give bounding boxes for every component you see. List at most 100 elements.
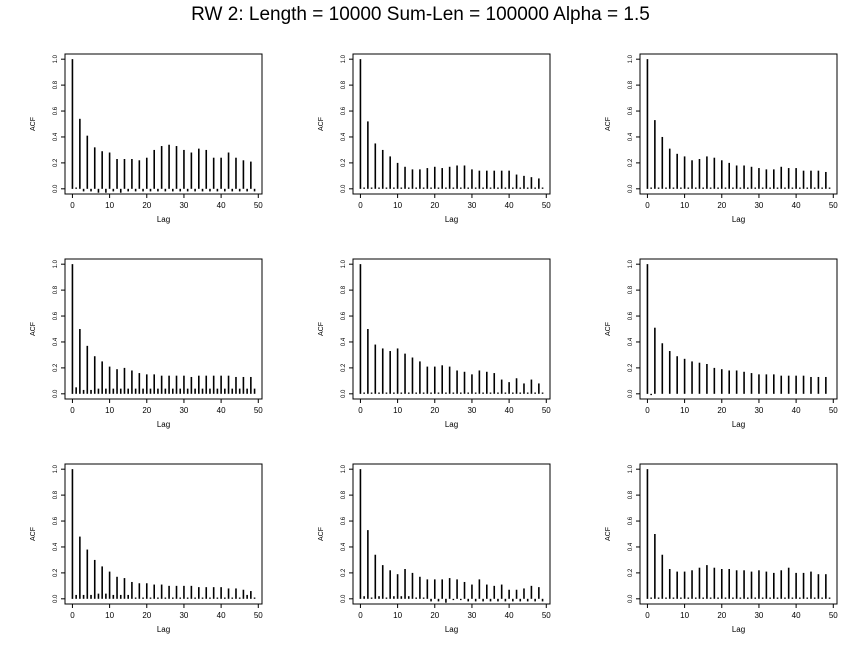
- y-tick-label: 1.0: [341, 464, 347, 473]
- acf-panel: 0 10 20 30 40 50 0.0 0.2 0.4 0.6 0.8 1.0 Lag ACF: [296, 253, 556, 441]
- x-tick-label: 0: [70, 611, 75, 620]
- y-tick-label: 0.4: [53, 337, 59, 346]
- x-tick-label: 30: [467, 611, 476, 620]
- y-axis-label: ACF: [605, 527, 612, 541]
- acf-panel: 0 10 20 30 40 50 0.0 0.2 0.4 0.6 0.8 1.0 Lag ACF: [583, 48, 841, 236]
- y-tick-label: 0.4: [628, 337, 634, 346]
- y-tick-label: 0.0: [341, 389, 347, 398]
- x-tick-label: 20: [142, 406, 151, 415]
- y-tick-label: 0.4: [628, 132, 634, 141]
- x-tick-label: 30: [179, 611, 188, 620]
- y-tick-label: 0.2: [628, 363, 634, 372]
- x-tick-label: 50: [829, 406, 838, 415]
- x-tick-label: 40: [217, 406, 226, 415]
- y-tick-label: 0.8: [53, 285, 59, 294]
- y-tick-label: 0.4: [53, 132, 59, 141]
- acf-panel: 0 10 20 30 40 50 0.0 0.2 0.4 0.6 0.8 1.0 Lag ACF: [296, 48, 556, 236]
- x-tick-label: 30: [467, 201, 476, 210]
- y-tick-label: 0.8: [341, 285, 347, 294]
- x-tick-label: 50: [829, 201, 838, 210]
- x-tick-label: 10: [680, 611, 689, 620]
- y-tick-label: 0.4: [341, 337, 347, 346]
- x-tick-label: 10: [105, 406, 114, 415]
- y-tick-label: 0.6: [628, 311, 634, 320]
- y-tick-label: 0.4: [341, 132, 347, 141]
- y-tick-label: 0.4: [341, 542, 347, 551]
- y-tick-label: 0.0: [53, 389, 59, 398]
- y-axis-label: ACF: [605, 322, 612, 336]
- x-tick-label: 20: [142, 201, 151, 210]
- y-tick-label: 0.0: [53, 184, 59, 193]
- x-tick-label: 30: [467, 406, 476, 415]
- y-tick-label: 0.6: [53, 106, 59, 115]
- x-tick-label: 10: [105, 611, 114, 620]
- x-tick-label: 40: [217, 201, 226, 210]
- y-tick-label: 1.0: [341, 259, 347, 268]
- acf-plot: 0 10 20 30 40 50 0.0 0.2 0.4 0.6 0.8 1.0 Lag ACF: [318, 53, 551, 224]
- x-axis-label: Lag: [445, 215, 458, 224]
- x-tick-label: 10: [680, 406, 689, 415]
- y-axis-label: ACF: [605, 117, 612, 131]
- x-tick-label: 20: [717, 201, 726, 210]
- y-tick-label: 0.2: [341, 568, 347, 577]
- x-tick-label: 20: [142, 611, 151, 620]
- x-tick-label: 50: [542, 201, 551, 210]
- x-tick-label: 30: [179, 406, 188, 415]
- x-axis-label: Lag: [445, 625, 458, 634]
- y-tick-label: 1.0: [53, 259, 59, 268]
- y-tick-label: 0.2: [53, 158, 59, 167]
- y-axis-label: ACF: [318, 322, 325, 336]
- y-tick-label: 0.8: [628, 80, 634, 89]
- acf-plot: 0 10 20 30 40 50 0.0 0.2 0.4 0.6 0.8 1.0 Lag ACF: [605, 53, 838, 224]
- y-axis-label: ACF: [30, 117, 37, 131]
- y-tick-label: 0.8: [341, 490, 347, 499]
- y-tick-label: 0.4: [628, 542, 634, 551]
- plot-frame: [639, 463, 838, 605]
- y-tick-label: 0.6: [53, 516, 59, 525]
- x-tick-label: 40: [505, 201, 514, 210]
- plot-frame: [639, 53, 838, 195]
- y-tick-label: 0.8: [53, 490, 59, 499]
- y-tick-label: 1.0: [341, 54, 347, 63]
- x-tick-label: 20: [717, 406, 726, 415]
- y-axis-label: ACF: [318, 117, 325, 131]
- y-tick-label: 1.0: [53, 464, 59, 473]
- x-tick-label: 0: [645, 611, 650, 620]
- x-tick-label: 40: [792, 611, 801, 620]
- y-tick-label: 0.6: [53, 311, 59, 320]
- x-tick-label: 10: [393, 201, 402, 210]
- x-tick-label: 20: [430, 611, 439, 620]
- x-tick-label: 0: [358, 611, 363, 620]
- y-axis-label: ACF: [30, 322, 37, 336]
- acf-plot: 0 10 20 30 40 50 0.0 0.2 0.4 0.6 0.8 1.0 Lag ACF: [605, 258, 838, 429]
- plot-frame: [64, 53, 263, 195]
- acf-panel: 0 10 20 30 40 50 0.0 0.2 0.4 0.6 0.8 1.0 Lag ACF: [8, 48, 268, 236]
- acf-plot: 0 10 20 30 40 50 0.0 0.2 0.4 0.6 0.8 1.0 Lag ACF: [30, 463, 263, 634]
- chart-grid: 0 10 20 30 40 50 0.0 0.2 0.4 0.6 0.8 1.0 Lag ACF 0 10 20…: [8, 48, 841, 634]
- x-tick-label: 10: [393, 406, 402, 415]
- plot-frame: [352, 258, 551, 400]
- x-tick-label: 30: [179, 201, 188, 210]
- x-tick-label: 50: [829, 611, 838, 620]
- y-tick-label: 0.0: [628, 594, 634, 603]
- x-tick-label: 40: [505, 611, 514, 620]
- y-tick-label: 0.0: [341, 594, 347, 603]
- y-tick-label: 0.6: [628, 516, 634, 525]
- plot-frame: [352, 53, 551, 195]
- y-tick-label: 0.8: [628, 285, 634, 294]
- x-tick-label: 30: [754, 201, 763, 210]
- y-tick-label: 0.2: [53, 568, 59, 577]
- y-tick-label: 0.2: [53, 363, 59, 372]
- x-tick-label: 10: [105, 201, 114, 210]
- y-tick-label: 0.0: [341, 184, 347, 193]
- x-tick-label: 20: [717, 611, 726, 620]
- acf-panel: 0 10 20 30 40 50 0.0 0.2 0.4 0.6 0.8 1.0 Lag ACF: [296, 458, 556, 646]
- y-tick-label: 0.2: [341, 158, 347, 167]
- y-tick-label: 0.6: [341, 311, 347, 320]
- x-tick-label: 20: [430, 406, 439, 415]
- x-tick-label: 10: [393, 611, 402, 620]
- x-tick-label: 40: [217, 611, 226, 620]
- x-tick-label: 0: [70, 201, 75, 210]
- y-tick-label: 0.6: [341, 106, 347, 115]
- x-tick-label: 40: [505, 406, 514, 415]
